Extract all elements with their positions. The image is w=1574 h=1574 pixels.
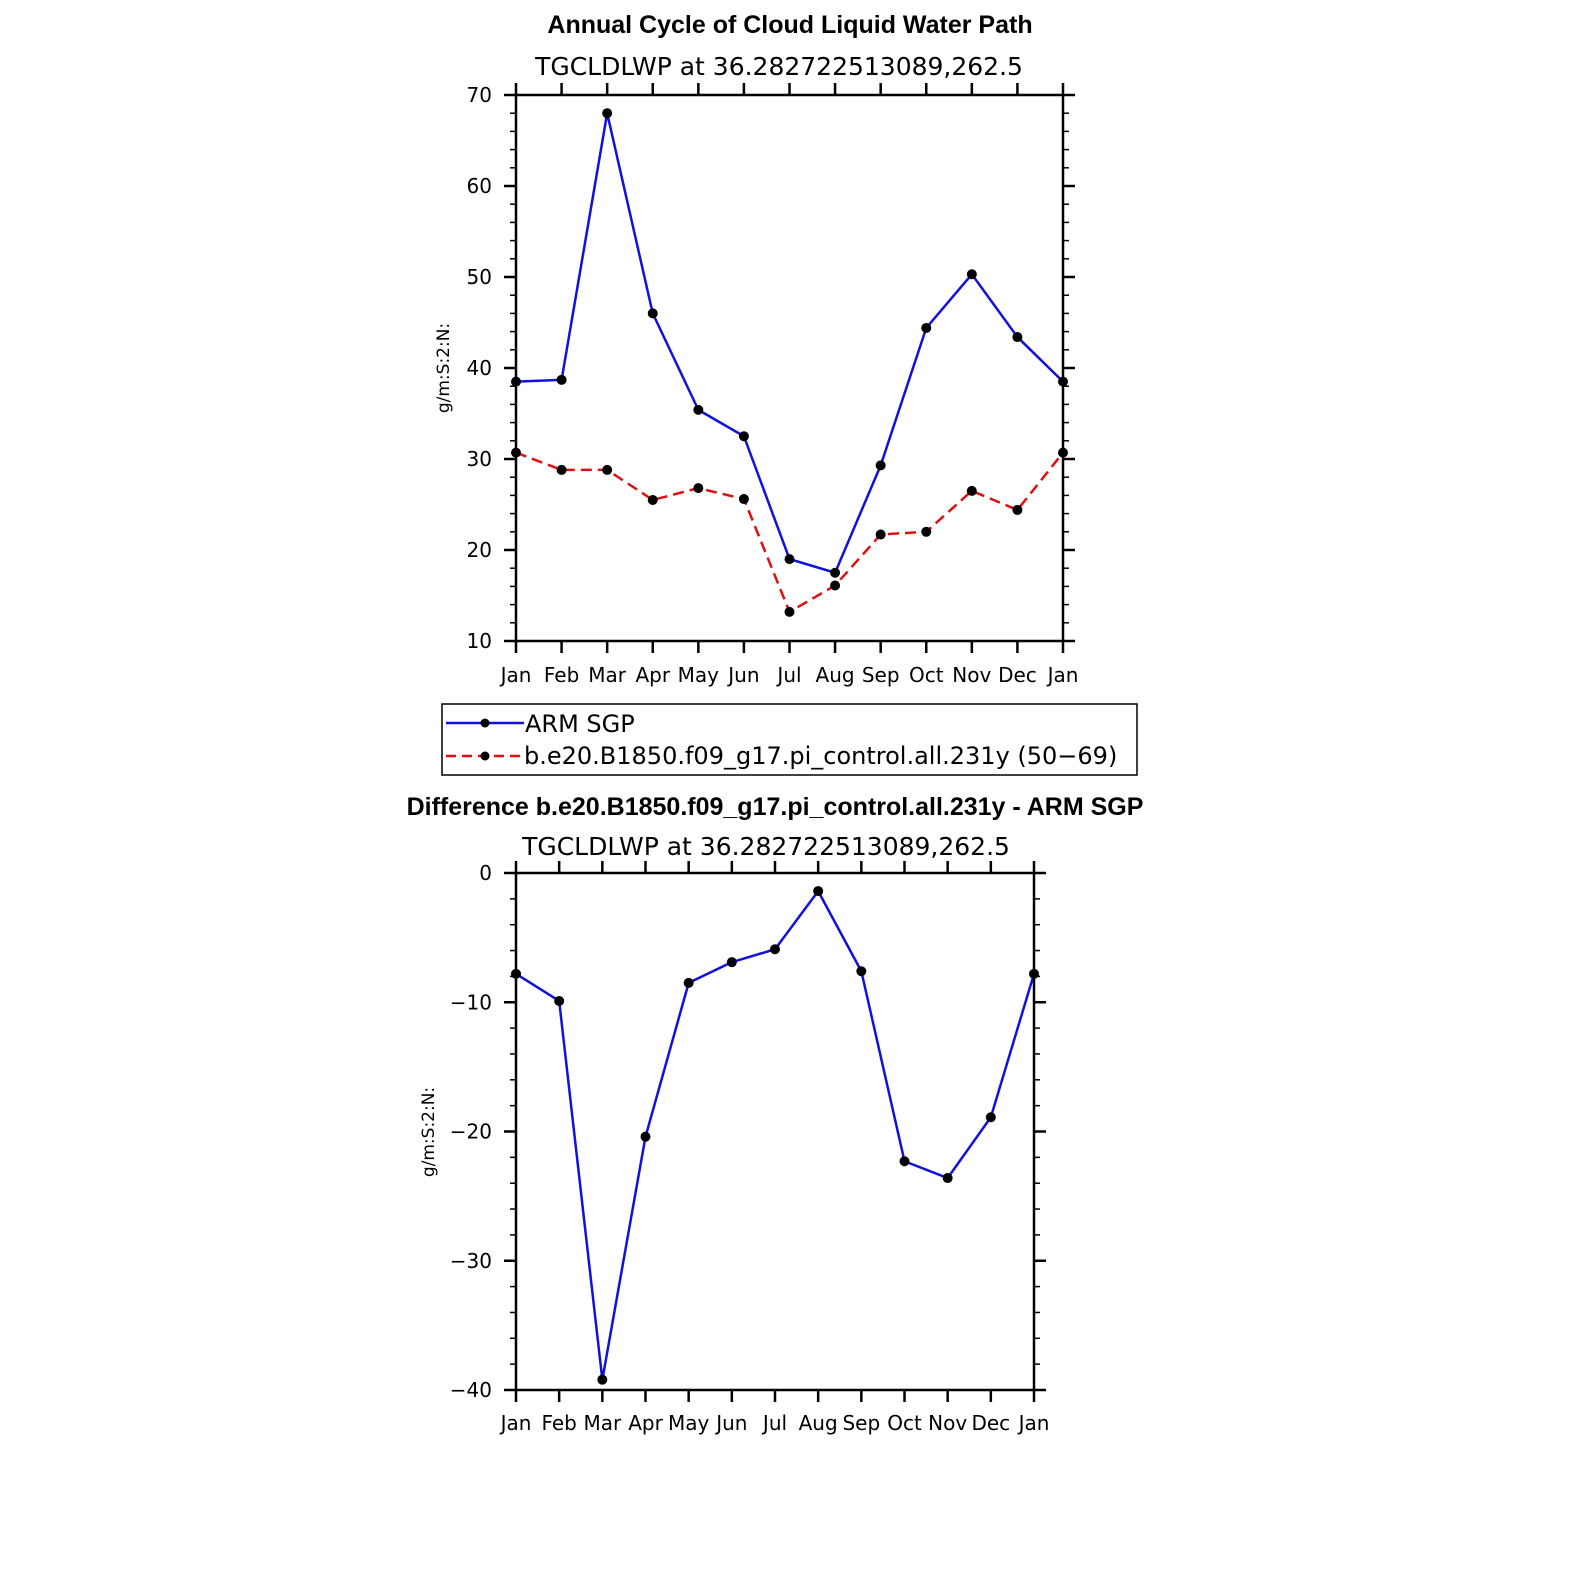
top-point-series2 bbox=[830, 580, 841, 591]
top-chart: Annual Cycle of Cloud Liquid Water Path … bbox=[434, 11, 1078, 687]
top-x-tick-label: Jul bbox=[775, 663, 801, 687]
top-point-series2 bbox=[1012, 504, 1023, 515]
top-y-tick-label: 10 bbox=[467, 629, 492, 653]
top-y-tick-label: 60 bbox=[467, 174, 492, 198]
bottom-x-tick-label: Sep bbox=[842, 1411, 880, 1435]
bottom-y-tick-label: −40 bbox=[450, 1378, 492, 1402]
top-point-series2 bbox=[784, 606, 795, 617]
legend-item-arm-sgp: ARM SGP bbox=[446, 710, 635, 738]
bottom-point-series1 bbox=[554, 995, 565, 1006]
top-x-tick-label: Dec bbox=[998, 663, 1037, 687]
bottom-chart-subtitle: TGCLDLWP at 36.282722513089,262.5 bbox=[521, 832, 1010, 861]
bottom-x-tick-label: Nov bbox=[928, 1411, 967, 1435]
top-y-tick-label: 50 bbox=[467, 265, 492, 289]
bottom-point-series1 bbox=[640, 1131, 651, 1142]
bottom-y-tick-label: −10 bbox=[450, 990, 492, 1014]
top-point-series1 bbox=[647, 308, 658, 319]
bottom-x-tick-label: Jan bbox=[1017, 1411, 1050, 1435]
top-x-tick-label: Jan bbox=[499, 663, 532, 687]
bottom-x-tick-label: May bbox=[668, 1411, 710, 1435]
top-x-tick-label: Nov bbox=[952, 663, 991, 687]
bottom-x-tick-label: Oct bbox=[887, 1411, 922, 1435]
top-point-series1 bbox=[1012, 332, 1023, 343]
bottom-point-series1 bbox=[985, 1112, 996, 1123]
top-point-series2 bbox=[738, 494, 749, 505]
legend-marker-model bbox=[480, 751, 490, 761]
bottom-chart-ticks: −40 −30 −20 −10 0 Jan Feb Mar Apr May Jun Jul Aug Sep… bbox=[450, 861, 1050, 1435]
bottom-y-tick-label: 0 bbox=[479, 861, 492, 885]
top-y-tick-label: 70 bbox=[467, 83, 492, 107]
legend: ARM SGP b.e20.B1850.f09_g17.pi_control.a… bbox=[441, 703, 1138, 776]
bottom-point-series1 bbox=[683, 977, 694, 988]
top-point-series2 bbox=[602, 464, 613, 475]
top-chart-series bbox=[511, 108, 1068, 617]
legend-label-arm-sgp: ARM SGP bbox=[525, 710, 635, 738]
top-x-tick-label: May bbox=[678, 663, 720, 687]
bottom-point-series1 bbox=[856, 966, 867, 977]
top-point-series2 bbox=[693, 483, 704, 494]
bottom-y-tick-label: −30 bbox=[450, 1249, 492, 1273]
top-point-series2 bbox=[921, 526, 932, 537]
bottom-y-tick-label: −20 bbox=[450, 1120, 492, 1144]
top-point-series1 bbox=[784, 554, 795, 565]
bottom-chart-series bbox=[511, 886, 1039, 1385]
top-point-series2 bbox=[647, 494, 658, 505]
bottom-x-tick-label: Jul bbox=[761, 1411, 787, 1435]
top-x-tick-label: Feb bbox=[544, 663, 579, 687]
top-x-tick-label: Apr bbox=[635, 663, 670, 687]
top-point-series1 bbox=[693, 404, 704, 415]
top-x-tick-label: Mar bbox=[588, 663, 627, 687]
top-point-series1 bbox=[738, 431, 749, 442]
top-point-series1 bbox=[556, 374, 567, 385]
bottom-x-tick-label: Jan bbox=[499, 1411, 532, 1435]
top-point-series1 bbox=[875, 460, 886, 471]
top-x-tick-label: Sep bbox=[862, 663, 900, 687]
legend-box bbox=[441, 703, 1138, 776]
top-point-series1 bbox=[602, 108, 613, 119]
top-chart-frame bbox=[514, 93, 1065, 643]
bottom-point-series1 bbox=[813, 886, 824, 897]
top-x-tick-label: Jun bbox=[726, 663, 759, 687]
top-point-series2 bbox=[875, 529, 886, 540]
bottom-x-tick-label: Dec bbox=[971, 1411, 1010, 1435]
bottom-chart-title: Difference b.e20.B1850.f09_g17.pi_contro… bbox=[407, 793, 1144, 821]
top-chart-ylabel: g/m:S:2:N: bbox=[434, 323, 454, 413]
top-chart-subtitle: TGCLDLWP at 36.282722513089,262.5 bbox=[534, 52, 1023, 81]
top-y-tick-label: 30 bbox=[467, 447, 492, 471]
top-y-tick-label: 20 bbox=[467, 538, 492, 562]
bottom-chart: Difference b.e20.B1850.f09_g17.pi_contro… bbox=[407, 793, 1144, 1435]
bottom-point-series1 bbox=[770, 944, 780, 955]
top-point-series2 bbox=[966, 485, 977, 496]
bottom-point-series1 bbox=[899, 1156, 910, 1167]
top-point-series2 bbox=[556, 464, 567, 475]
bottom-x-tick-label: Apr bbox=[628, 1411, 663, 1435]
bottom-x-tick-label: Feb bbox=[541, 1411, 576, 1435]
top-x-tick-label: Jan bbox=[1046, 663, 1079, 687]
legend-marker-arm-sgp bbox=[480, 718, 490, 728]
top-series-line-arm-sgp bbox=[515, 111, 1064, 574]
legend-item-model: b.e20.B1850.f09_g17.pi_control.all.231y … bbox=[446, 742, 1117, 770]
bottom-x-tick-label: Aug bbox=[799, 1411, 838, 1435]
top-chart-ticks: 10 20 30 40 50 60 70 Jan Feb Mar Apr May Jun Jul Aug Se… bbox=[467, 83, 1079, 687]
bottom-series-line-difference bbox=[515, 889, 1036, 1381]
top-x-tick-label: Oct bbox=[909, 663, 944, 687]
bottom-chart-ylabel: g/m:S:2:N: bbox=[419, 1087, 439, 1177]
bottom-point-series1 bbox=[726, 957, 737, 968]
top-chart-title: Annual Cycle of Cloud Liquid Water Path bbox=[547, 11, 1032, 39]
top-x-tick-label: Aug bbox=[816, 663, 855, 687]
bottom-chart-frame bbox=[514, 871, 1036, 1392]
bottom-point-series1 bbox=[597, 1374, 608, 1385]
bottom-x-tick-label: Mar bbox=[583, 1411, 622, 1435]
top-point-series1 bbox=[830, 567, 841, 578]
top-series-line-b-e20-b1850-f09-g17-pi-c bbox=[515, 451, 1064, 614]
legend-label-model: b.e20.B1850.f09_g17.pi_control.all.231y … bbox=[524, 742, 1117, 770]
bottom-point-series1 bbox=[942, 1173, 953, 1184]
top-point-series1 bbox=[921, 322, 932, 333]
bottom-x-tick-label: Jun bbox=[714, 1411, 747, 1435]
top-y-tick-label: 40 bbox=[467, 356, 492, 380]
top-point-series1 bbox=[966, 269, 977, 280]
